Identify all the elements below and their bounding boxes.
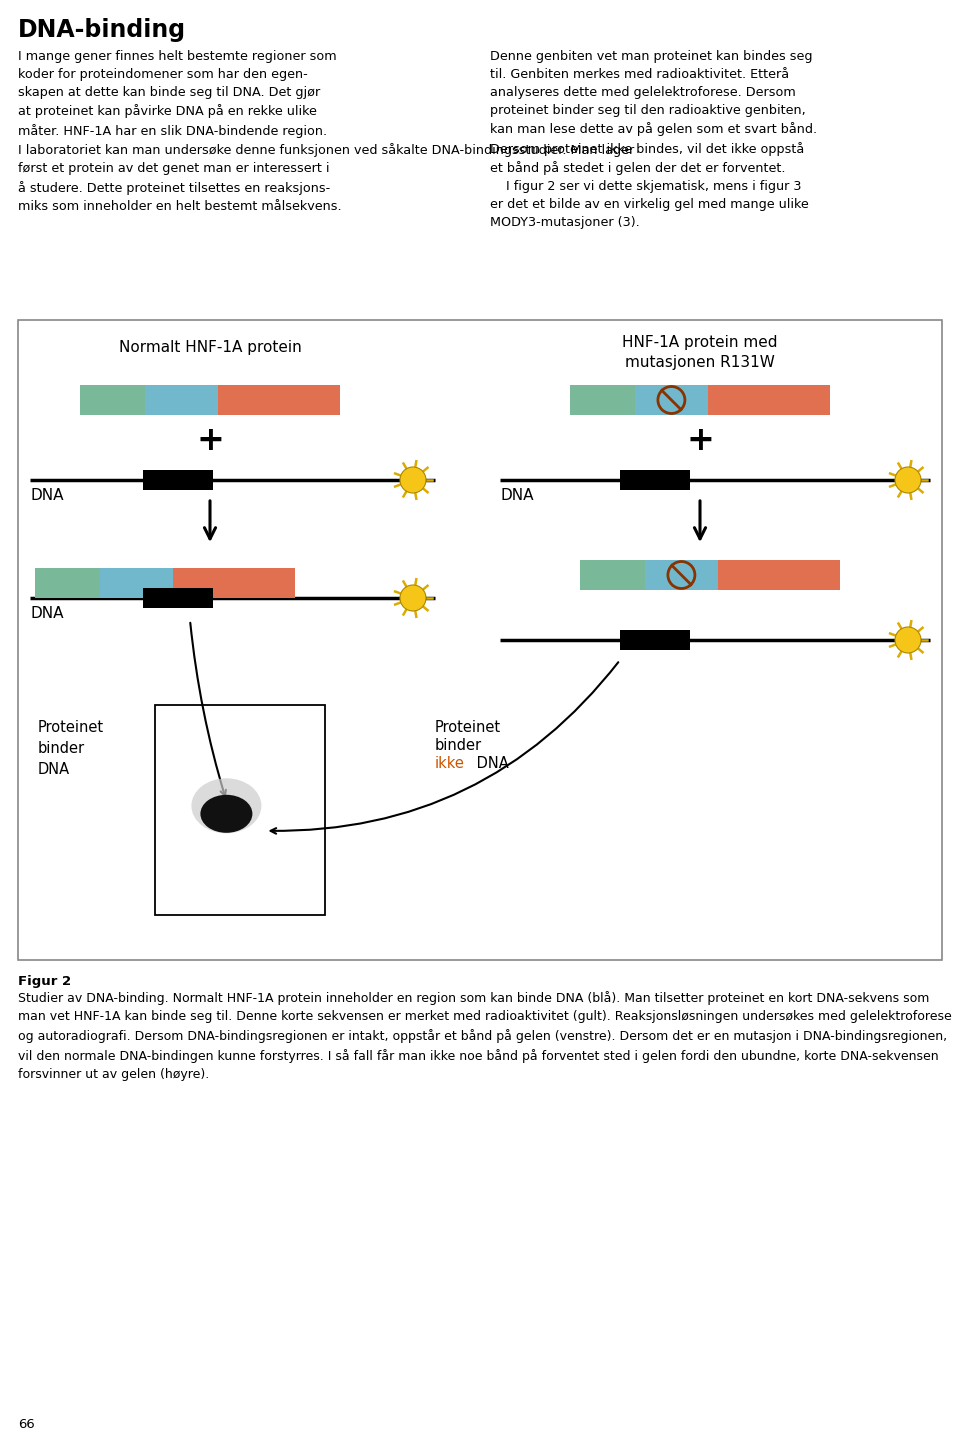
Ellipse shape [191,778,261,833]
Text: 66: 66 [18,1418,35,1431]
Bar [570,385,635,416]
Text: Studier av DNA-binding. Normalt HNF-1A protein inneholder en region som kan bind: Studier av DNA-binding. Normalt HNF-1A p… [18,991,951,1081]
Bar [145,385,218,416]
Text: Proteinet: Proteinet [435,720,501,735]
Text: DNA: DNA [472,756,509,771]
Text: Figur 2: Figur 2 [18,975,71,988]
Text: DNA: DNA [500,487,534,503]
Bar [143,470,213,490]
Text: HNF-1A protein med: HNF-1A protein med [622,335,778,349]
Text: +: + [686,424,714,456]
Text: DNA: DNA [30,487,63,503]
Text: Denne genbiten vet man proteinet kan bindes seg
til. Genbiten merkes med radioak: Denne genbiten vet man proteinet kan bin… [490,50,817,229]
Circle shape [400,585,426,611]
Circle shape [400,467,426,493]
Bar [18,321,942,961]
Text: Proteinet
binder
DNA: Proteinet binder DNA [38,720,104,777]
Text: +: + [196,424,224,456]
Bar [218,385,340,416]
Bar [173,568,295,598]
Circle shape [895,467,921,493]
Bar [580,559,645,590]
Bar [100,568,173,598]
Text: mutasjonen R131W: mutasjonen R131W [625,355,775,370]
Bar [620,470,690,490]
Bar [635,385,708,416]
Bar [708,385,830,416]
Ellipse shape [201,795,252,833]
Bar [645,559,718,590]
Text: binder: binder [435,738,482,754]
Circle shape [895,627,921,653]
Text: DNA: DNA [30,605,63,621]
Text: DNA-binding: DNA-binding [18,19,186,42]
Bar [620,630,690,650]
Bar [718,559,840,590]
Bar [80,385,145,416]
Bar [143,588,213,608]
Text: ikke: ikke [435,756,465,771]
Bar [35,568,100,598]
Text: I mange gener finnes helt bestemte regioner som
koder for proteindomener som har: I mange gener finnes helt bestemte regio… [18,50,635,213]
Text: Normalt HNF-1A protein: Normalt HNF-1A protein [119,339,301,355]
Bar [155,705,325,915]
